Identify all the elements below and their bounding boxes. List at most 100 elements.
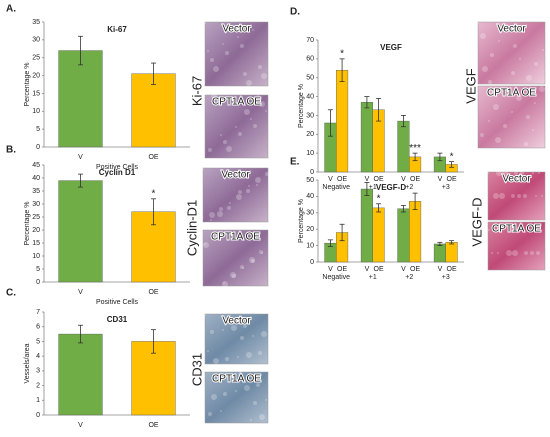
micrograph bbox=[477, 85, 546, 149]
panel-letter: D. bbox=[290, 7, 300, 18]
texture bbox=[512, 250, 518, 256]
texture bbox=[498, 40, 500, 42]
y-tick-label: 1 bbox=[36, 397, 40, 404]
y-tick-label: 25 bbox=[32, 55, 40, 62]
texture bbox=[488, 229, 490, 231]
texture bbox=[539, 86, 545, 92]
y-tick-label: 20 bbox=[306, 131, 314, 138]
significance: *** bbox=[409, 143, 421, 154]
texture bbox=[217, 211, 223, 217]
x-tick-label: V bbox=[78, 289, 83, 296]
texture bbox=[542, 49, 544, 51]
image-caption: Vector bbox=[222, 316, 251, 327]
x-tick-label: OE bbox=[148, 289, 158, 296]
y-tick-label: 10 bbox=[306, 150, 314, 157]
texture bbox=[246, 189, 250, 193]
bar bbox=[131, 73, 176, 148]
series-label: V bbox=[401, 266, 406, 273]
texture bbox=[204, 243, 206, 245]
texture bbox=[203, 242, 209, 248]
y-tick-label: 5 bbox=[36, 338, 40, 345]
texture bbox=[495, 137, 501, 143]
texture bbox=[256, 383, 260, 387]
x-tick-label: Negative bbox=[322, 274, 350, 281]
texture bbox=[240, 44, 244, 48]
texture bbox=[219, 207, 223, 211]
texture bbox=[208, 148, 212, 152]
texture bbox=[516, 95, 522, 101]
texture bbox=[523, 194, 527, 198]
bar bbox=[397, 208, 410, 263]
panel-letter: E. bbox=[290, 157, 300, 168]
texture bbox=[261, 331, 267, 337]
texture bbox=[251, 259, 255, 263]
texture bbox=[213, 235, 217, 239]
y-tick-label: 60 bbox=[306, 56, 314, 63]
chart-title: Cyclin D1 bbox=[99, 168, 136, 177]
micrograph bbox=[202, 229, 269, 287]
texture bbox=[511, 111, 513, 113]
texture bbox=[497, 252, 499, 254]
y-tick-label: 30 bbox=[32, 201, 40, 208]
texture bbox=[524, 251, 528, 255]
texture bbox=[215, 237, 217, 239]
texture bbox=[501, 91, 505, 95]
texture bbox=[209, 212, 215, 218]
y-axis-label: Percentage % bbox=[298, 84, 305, 128]
series-label: V bbox=[328, 176, 333, 183]
texture bbox=[217, 379, 219, 381]
texture bbox=[480, 133, 484, 137]
texture bbox=[499, 193, 505, 199]
texture bbox=[213, 358, 219, 364]
series-label: V bbox=[438, 176, 443, 183]
texture bbox=[258, 351, 262, 355]
texture bbox=[511, 194, 515, 198]
chart-title: CD31 bbox=[107, 315, 128, 324]
texture bbox=[243, 72, 247, 76]
texture bbox=[258, 65, 262, 69]
texture bbox=[494, 229, 496, 231]
texture bbox=[246, 352, 252, 358]
significance: * bbox=[152, 188, 156, 199]
stain-label: CD31 bbox=[189, 353, 204, 386]
bar bbox=[445, 242, 458, 263]
bar bbox=[58, 333, 103, 416]
texture bbox=[493, 104, 499, 110]
texture bbox=[519, 58, 521, 60]
y-tick-label: 20 bbox=[32, 72, 40, 79]
series-label: V bbox=[328, 266, 333, 273]
y-tick-label: 0 bbox=[36, 144, 40, 151]
bar bbox=[360, 188, 373, 263]
texture bbox=[252, 29, 254, 31]
significance: * bbox=[450, 151, 454, 162]
texture bbox=[225, 51, 229, 55]
y-tick-label: 15 bbox=[32, 240, 40, 247]
image-caption: Vector bbox=[222, 24, 251, 35]
texture bbox=[227, 206, 231, 210]
bar bbox=[409, 201, 422, 263]
series-label: OE bbox=[447, 176, 457, 183]
texture bbox=[524, 142, 528, 146]
texture bbox=[255, 177, 261, 183]
texture bbox=[210, 219, 212, 221]
texture bbox=[490, 93, 492, 95]
texture bbox=[532, 129, 534, 131]
y-tick-label: 0 bbox=[36, 279, 40, 286]
texture bbox=[238, 372, 242, 376]
y-tick-label: 10 bbox=[306, 242, 314, 249]
texture bbox=[521, 31, 523, 33]
texture bbox=[500, 229, 502, 231]
y-tick-label: 5 bbox=[36, 266, 40, 273]
texture bbox=[533, 228, 537, 232]
texture bbox=[231, 25, 237, 31]
texture bbox=[237, 36, 239, 38]
y-tick-label: 45 bbox=[32, 162, 40, 169]
texture bbox=[253, 124, 257, 128]
texture bbox=[532, 172, 534, 174]
texture bbox=[256, 95, 260, 99]
y-tick-label: 50 bbox=[306, 75, 314, 82]
texture bbox=[509, 227, 515, 233]
micrograph bbox=[202, 167, 269, 223]
chart-title: VEGF bbox=[380, 43, 402, 52]
texture bbox=[538, 172, 540, 174]
